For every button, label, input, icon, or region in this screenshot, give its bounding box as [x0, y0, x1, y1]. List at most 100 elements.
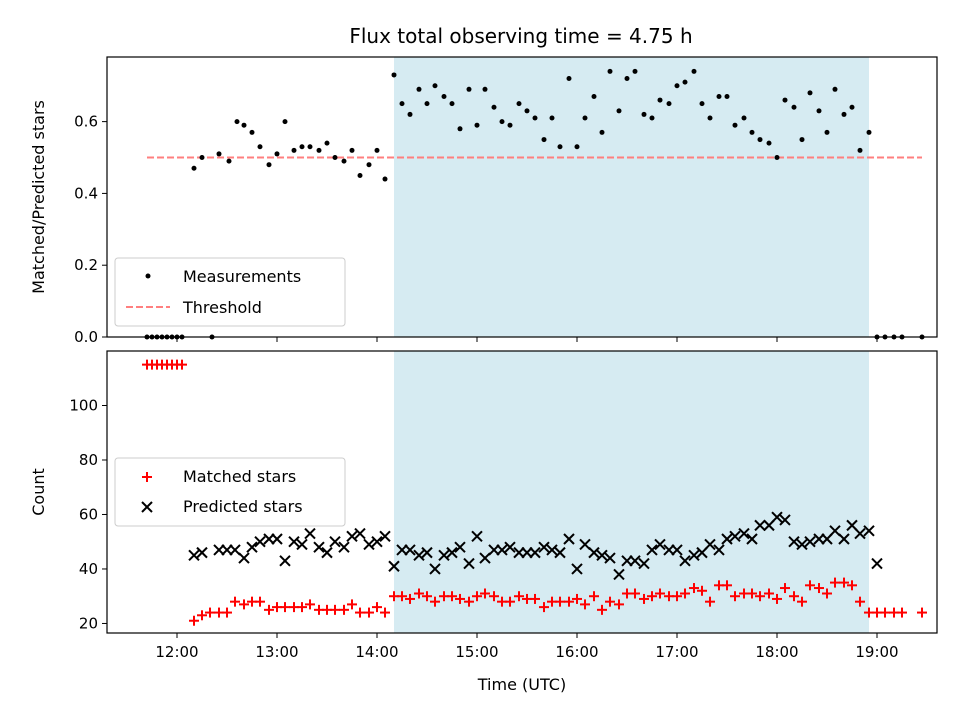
- matched-star-point: [480, 588, 490, 599]
- measurement-point: [757, 137, 763, 143]
- measurement-point: [699, 101, 705, 107]
- predicted-star-point: [379, 530, 391, 542]
- matched-star-point: [239, 599, 249, 610]
- predicted-star-point: [613, 568, 625, 581]
- measurement-point: [824, 129, 830, 135]
- measurement-point: [591, 93, 597, 99]
- measurement-point: [257, 144, 263, 150]
- matched-star-point: [177, 359, 187, 370]
- measurement-point: [541, 137, 547, 143]
- measurement-point: [449, 101, 455, 107]
- predicted-star-point: [463, 557, 475, 570]
- matched-star-point: [339, 604, 349, 615]
- predicted-star-point: [404, 544, 416, 556]
- matched-star-point: [447, 591, 457, 602]
- matched-star-point: [422, 591, 432, 602]
- predicted-star-point: [638, 557, 650, 570]
- matched-star-point: [364, 607, 374, 618]
- matched-star-point: [655, 588, 665, 599]
- measurement-point: [782, 97, 788, 103]
- measurement-point: [641, 111, 647, 117]
- matched-star-point: [580, 599, 590, 610]
- legend-measurements-label: Measurements: [183, 267, 301, 286]
- matched-star-point: [572, 593, 582, 604]
- measurement-point: [666, 101, 672, 107]
- predicted-star-point: [754, 519, 766, 532]
- matched-star-point: [897, 607, 907, 618]
- matched-star-point: [539, 602, 549, 613]
- legend-x-glyph: [141, 501, 153, 513]
- measurement-point: [549, 115, 555, 121]
- matched-star-point: [805, 580, 815, 591]
- measurement-point: [682, 79, 688, 85]
- x-tick-label: 16:00: [555, 643, 598, 661]
- matched-star-point: [764, 588, 774, 599]
- measurement-point: [857, 147, 863, 153]
- predicted-star-point: [704, 538, 716, 551]
- matched-star-point: [680, 588, 690, 599]
- predicted-star-point: [746, 533, 758, 545]
- predicted-star-point: [654, 538, 666, 551]
- predicted-star-point: [471, 530, 483, 542]
- predicted-star-point: [313, 541, 325, 553]
- matched-star-point: [205, 607, 215, 618]
- predicted-star-point: [854, 527, 866, 540]
- measurement-point: [374, 147, 380, 153]
- measurement-point: [599, 129, 605, 135]
- predicted-star-point: [688, 549, 700, 562]
- predicted-star-point: [538, 541, 550, 553]
- x-tick-label: 19:00: [855, 643, 898, 661]
- matched-star-point: [639, 593, 649, 604]
- top-y-axis-label: Matched/Predicted stars: [29, 100, 48, 294]
- predicted-star-point: [671, 544, 683, 556]
- measurement-point: [324, 140, 330, 146]
- matched-star-point: [330, 604, 340, 615]
- matched-star-point: [372, 602, 382, 613]
- measurement-point: [574, 144, 580, 150]
- measurement-point: [832, 86, 838, 92]
- x-tick-label: 18:00: [755, 643, 798, 661]
- measurement-point: [516, 101, 522, 107]
- predicted-star-point: [771, 511, 783, 523]
- predicted-star-point: [596, 549, 608, 562]
- matched-star-point: [489, 591, 499, 602]
- measurement-point: [816, 108, 822, 114]
- predicted-star-point: [329, 536, 341, 548]
- predicted-star-point: [646, 544, 658, 556]
- measurement-point: [849, 104, 855, 110]
- matched-star-point: [430, 596, 440, 607]
- bottom-x-ticks: 12:00 13:00 14:00 15:00 16:00 17:00 18:00 19:00: [155, 633, 899, 661]
- measurement-point: [841, 111, 847, 117]
- predicted-star-point: [371, 536, 383, 548]
- x-tick-label: 14:00: [355, 643, 398, 661]
- matched-star-point: [789, 591, 799, 602]
- predicted-star-point: [288, 536, 300, 548]
- predicted-star-point: [338, 541, 350, 553]
- measurement-point: [291, 147, 297, 153]
- measurement-point: [707, 115, 713, 121]
- measurement-point: [241, 122, 247, 128]
- measurement-point: [807, 90, 813, 96]
- measurement-point: [349, 147, 355, 153]
- matched-star-point: [414, 588, 424, 599]
- measurement-point: [191, 165, 197, 171]
- top-x-ticks: [176, 337, 878, 342]
- bottom-axes-frame: [106, 350, 938, 634]
- predicted-star-point: [713, 544, 725, 556]
- measurement-point: [274, 151, 280, 157]
- measurement-point: [499, 119, 505, 125]
- measurement-point: [557, 144, 563, 150]
- matched-star-point: [730, 591, 740, 602]
- matched-star-point: [797, 596, 807, 607]
- measurement-point: [732, 122, 738, 128]
- predicted-star-point: [454, 541, 466, 553]
- measurement-point: [466, 86, 472, 92]
- matched-star-point: [689, 583, 699, 594]
- matched-star-point: [355, 607, 365, 618]
- bottom-y-axis-label: Count: [29, 468, 48, 516]
- legend-threshold-label: Threshold: [182, 298, 262, 317]
- predicted-star-point: [796, 538, 808, 551]
- x-tick-label: 17:00: [655, 643, 698, 661]
- measurement-point: [524, 108, 530, 114]
- matched-star-point: [280, 602, 290, 613]
